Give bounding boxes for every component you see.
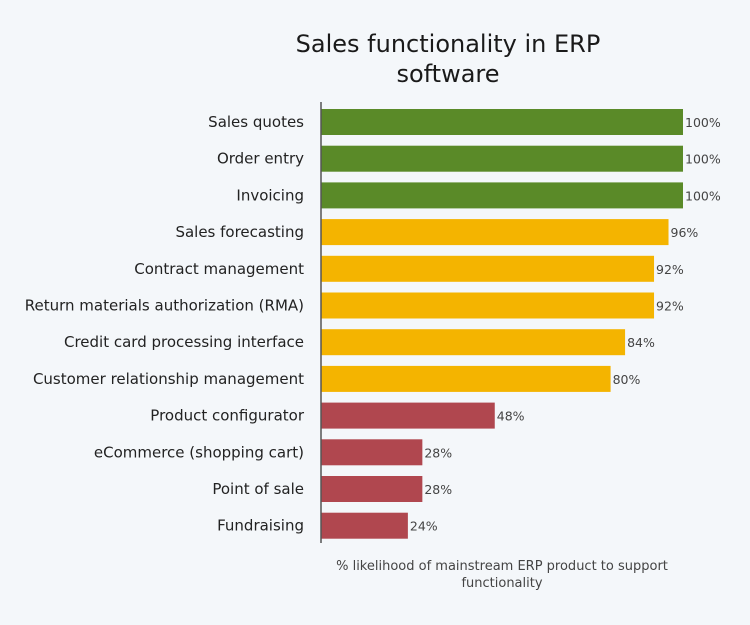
category-label: Invoicing [236,186,304,204]
bar [321,402,495,429]
category-label: Point of sale [212,480,304,498]
bar [321,145,683,172]
data-label: 24% [410,519,438,534]
bar [321,329,626,356]
chart-title-line-2: software [396,60,499,88]
bar [321,365,611,392]
category-label: Customer relationship management [33,370,304,388]
data-label: 84% [627,335,655,350]
category-label: Sales quotes [208,113,304,131]
data-label: 92% [656,299,684,314]
category-label: Contract management [134,260,304,278]
data-label: 48% [497,409,525,424]
chart-title-line-1: Sales functionality in ERP [296,30,601,58]
category-label: Return materials authorization (RMA) [25,297,304,315]
data-label: 96% [671,225,699,240]
data-label: 28% [424,445,452,460]
bar [321,476,423,502]
bar [321,512,408,539]
data-label: 80% [613,372,641,387]
category-label: Sales forecasting [175,223,304,241]
bar [321,292,655,319]
data-label: 28% [424,482,452,497]
data-label: 100% [685,115,721,130]
category-label: Product configurator [150,407,305,425]
data-label: 92% [656,262,684,277]
category-label: Credit card processing interface [64,333,304,351]
bar [321,219,669,246]
data-label: 100% [685,188,721,203]
bar [321,109,683,135]
bar [321,182,683,209]
bar [321,439,423,466]
x-axis-label-line-2: functionality [461,576,542,591]
bar [321,255,655,282]
x-axis-label-line-1: % likelihood of mainstream ERP product t… [336,559,668,574]
category-label: eCommerce (shopping cart) [94,443,304,461]
category-label: Fundraising [217,517,304,535]
data-label: 100% [685,152,721,167]
category-label: Order entry [217,150,304,168]
